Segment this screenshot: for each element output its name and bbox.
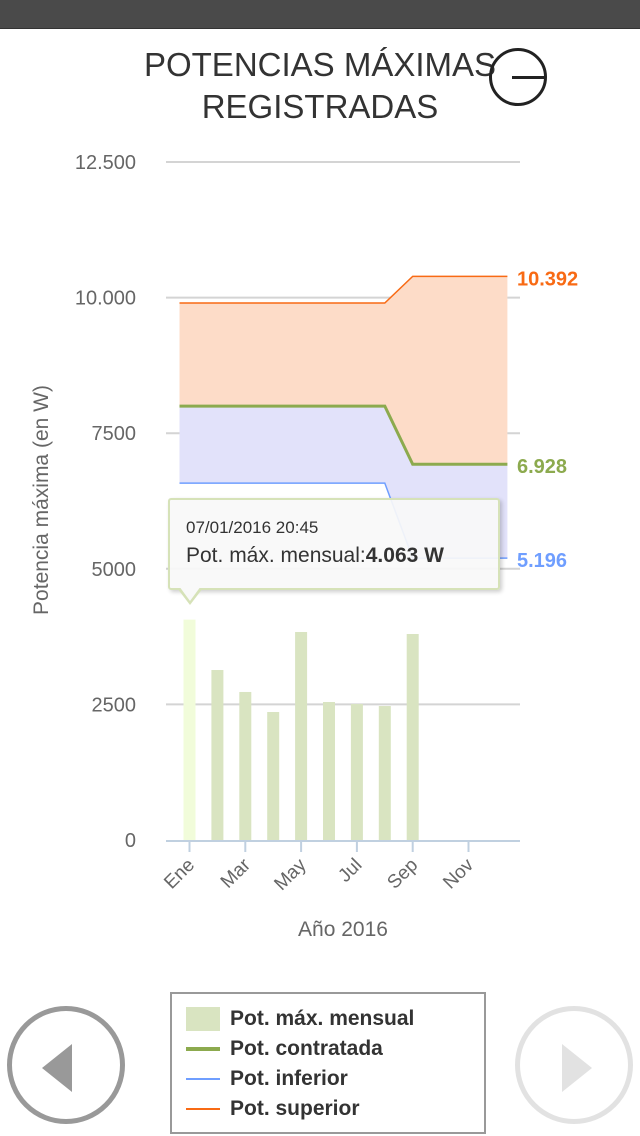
end-label-superior: 10.392 <box>517 268 578 290</box>
x-tick-label: Ene <box>160 855 199 894</box>
y-tick-label: 5000 <box>92 559 137 581</box>
legend-item-monthly[interactable]: Pot. máx. mensual <box>186 1004 484 1034</box>
x-tick-label: Sep <box>383 855 422 894</box>
bar-Abr <box>267 711 280 840</box>
y-tick-label: 0 <box>125 830 136 852</box>
previous-button[interactable] <box>7 1006 125 1124</box>
line-swatch-icon <box>186 1108 220 1110</box>
bar-Jun <box>323 702 335 840</box>
y-tick-label: 12.500 <box>75 152 136 174</box>
y-tick-label: 10.000 <box>75 288 136 310</box>
end-label-contratada: 6.928 <box>517 456 567 478</box>
chart-title: POTENCIAS MÁXIMAS REGISTRADAS <box>0 44 640 128</box>
upper-band-area <box>179 276 508 465</box>
bar-Ago <box>378 706 391 840</box>
x-tick-label: Mar <box>217 854 255 892</box>
x-tick-label: Jul <box>334 855 366 887</box>
line-swatch-icon <box>186 1078 220 1080</box>
bar-Feb <box>211 670 224 840</box>
tooltip-value: 4.063 W <box>365 544 444 567</box>
line-pot-superior <box>179 275 508 304</box>
bar-May <box>295 631 308 840</box>
legend-item-contracted[interactable]: Pot. contratada <box>186 1034 484 1064</box>
x-tick-label: May <box>270 854 311 895</box>
y-tick-label: 2500 <box>92 694 137 716</box>
tooltip-label: Pot. máx. mensual: <box>186 544 366 567</box>
legend-label: Pot. inferior <box>230 1067 348 1090</box>
arrow-right-icon <box>562 1044 592 1092</box>
end-label-inferior: 5.196 <box>517 550 567 572</box>
bar-Ene <box>183 619 196 840</box>
status-bar <box>0 0 640 29</box>
next-button[interactable] <box>515 1006 633 1124</box>
legend-label: Pot. contratada <box>230 1037 383 1060</box>
x-tick-label: Nov <box>439 854 478 893</box>
bar-Jul <box>350 704 363 840</box>
x-axis-title: Año 2016 <box>298 918 388 941</box>
title-line-2: REGISTRADAS <box>201 88 439 125</box>
y-axis-title: Potencia máxima (en W) <box>30 385 53 615</box>
tooltip-date: 07/01/2016 20:45 <box>186 518 319 537</box>
title-line-1: POTENCIAS MÁXIMAS <box>143 46 497 83</box>
tooltip-pointer <box>177 586 203 605</box>
tooltip: 07/01/2016 20:45 Pot. máx. mensual:4.063… <box>168 498 500 590</box>
collapse-button[interactable] <box>489 48 547 106</box>
legend-item-lower[interactable]: Pot. inferior <box>186 1064 484 1094</box>
arrow-left-icon <box>42 1044 72 1092</box>
y-tick-label: 7500 <box>92 423 137 445</box>
legend-label: Pot. superior <box>230 1097 360 1120</box>
legend-item-upper[interactable]: Pot. superior <box>186 1094 484 1124</box>
bar-Sep <box>406 633 419 840</box>
bar-Mar <box>239 691 252 840</box>
line-swatch-icon <box>186 1047 220 1051</box>
legend-label: Pot. máx. mensual <box>230 1007 415 1030</box>
legend: Pot. máx. mensual Pot. contratada Pot. i… <box>170 992 486 1134</box>
bar-swatch-icon <box>186 1007 220 1031</box>
line-pot-contratada <box>179 404 508 466</box>
chart: 0 2500 5000 7500 10.000 12.500 10.392 6.928 5.19… <box>30 152 578 941</box>
